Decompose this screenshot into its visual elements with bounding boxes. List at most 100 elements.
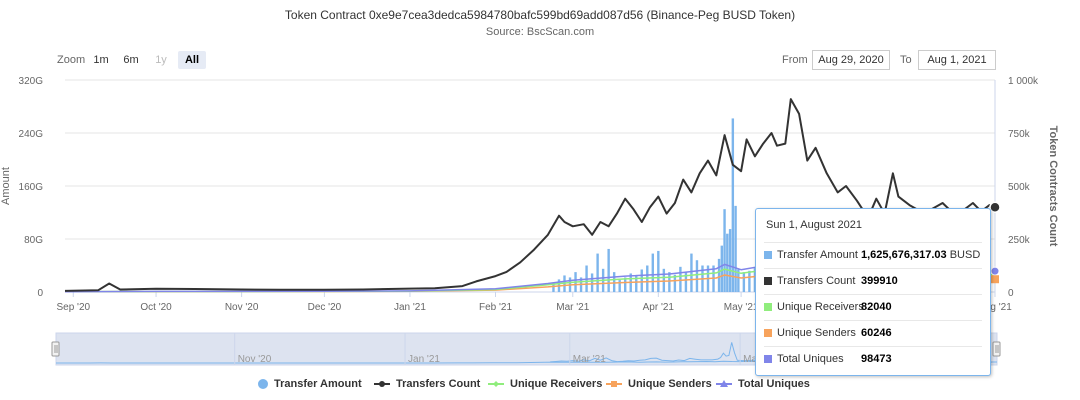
x-tick-label: Jan '21 xyxy=(394,302,426,313)
transfer-amount-bar xyxy=(640,269,643,292)
transfer-amount-bar xyxy=(753,268,757,292)
transfer-amount-bar xyxy=(684,272,688,292)
tooltip-series-value: 98473 xyxy=(861,353,892,365)
transfer-amount-bar xyxy=(596,253,599,292)
left-tick-label: 240G xyxy=(19,129,44,140)
tooltip-value-text: 1,625,676,317.03 xyxy=(861,249,947,261)
tooltip-swatch-icon xyxy=(764,303,772,311)
left-tick-label: 320G xyxy=(19,76,44,87)
tooltip-value-text: 399910 xyxy=(861,275,898,287)
right-axis: 0 250k 500k 750k 1 000k Token Contracts Count xyxy=(994,76,1059,299)
legend-label: Unique Senders xyxy=(628,378,712,390)
legend-unique-senders[interactable]: Unique Senders xyxy=(606,378,712,392)
transfer-amount-bar xyxy=(607,248,610,292)
transfer-amount-bar xyxy=(612,272,616,292)
zoom-6m-button[interactable]: 6m xyxy=(123,54,139,66)
legend-line-icon xyxy=(488,381,504,387)
transfer-amount-bar xyxy=(668,272,671,292)
x-tick-label: Sep '20 xyxy=(56,302,90,313)
tooltip-series-name: Unique Receivers xyxy=(777,301,864,313)
transfer-amount-bar xyxy=(731,118,735,292)
x-tick-label: Aug '21 xyxy=(978,302,1012,313)
transfer-amount-bar xyxy=(728,229,732,292)
tooltip-row: Total Uniques 98473 xyxy=(764,346,982,373)
zoom-1m-button[interactable]: 1m xyxy=(93,54,109,66)
from-date-input[interactable]: Aug 29, 2020 xyxy=(812,50,890,70)
series-line-transfers-count xyxy=(64,98,996,292)
right-tick-label: 750k xyxy=(1008,129,1031,140)
legend-transfers-count[interactable]: Transfers Count xyxy=(374,378,481,392)
zoom-all-button[interactable]: All xyxy=(178,51,206,69)
transfer-amount-bar xyxy=(552,282,555,292)
zoom-1y-button[interactable]: 1y xyxy=(155,54,167,66)
tooltip-series-value: 1,625,676,317.03 BUSD xyxy=(861,249,980,261)
total-uniques-marker xyxy=(990,266,1000,276)
left-tick-label: 80G xyxy=(24,235,43,246)
x-tick-label: Dec '20 xyxy=(308,302,342,313)
navigator-tick-label: Nov '20 xyxy=(238,354,272,365)
navigator-tick-label: Jan '21 xyxy=(408,354,440,365)
left-tick-label: 160G xyxy=(19,182,44,193)
transfer-amount-bar xyxy=(737,269,740,292)
legend-transfer-amount[interactable]: Transfer Amount xyxy=(258,378,362,392)
legend-label: Transfer Amount xyxy=(274,378,362,390)
right-axis-title: Token Contracts Count xyxy=(1047,126,1059,247)
transfer-amount-bar xyxy=(690,253,693,292)
x-tick-label: Feb '21 xyxy=(479,302,512,313)
tooltip-series-value: 60246 xyxy=(861,327,892,339)
chart-title: Token Contract 0xe9e7cea3dedca5984780baf… xyxy=(284,8,796,22)
x-tick-label: Mar '21 xyxy=(556,302,589,313)
legend-line-icon xyxy=(716,380,732,387)
tooltip-swatch-icon xyxy=(764,355,772,363)
tooltip-row: Unique Senders 60246 xyxy=(764,320,982,347)
transfer-amount-bar xyxy=(720,245,723,292)
x-tick-label: Nov '20 xyxy=(225,302,259,313)
transfer-amount-bar xyxy=(734,205,737,292)
to-label: To xyxy=(900,54,912,66)
x-tick-label: Oct '20 xyxy=(140,302,172,313)
tooltip-value-text: 82040 xyxy=(861,301,892,313)
tooltip-series-name: Unique Senders xyxy=(777,327,856,339)
transfer-amount-bar xyxy=(624,277,627,292)
navigator-tick-label: Mar '21 xyxy=(573,354,606,365)
transfer-amount-bar xyxy=(590,273,594,292)
transfers-count-marker xyxy=(989,201,1001,213)
tooltip-row: Transfers Count 399910 xyxy=(764,268,982,295)
legend-total-uniques[interactable]: Total Uniques xyxy=(716,378,810,392)
legend-label: Unique Receivers xyxy=(510,378,603,390)
transfer-amount-bar xyxy=(635,275,638,292)
legend-line-icon xyxy=(606,381,622,387)
transfer-amount-bar xyxy=(657,250,660,292)
tooltip-series-value: 82040 xyxy=(861,301,892,313)
transfer-amount-bar xyxy=(679,266,682,292)
left-tick-label: 0 xyxy=(37,288,43,299)
transfer-amount-bar xyxy=(726,233,729,292)
tooltip-series-name: Total Uniques xyxy=(777,353,844,365)
right-tick-label: 1 000k xyxy=(1008,76,1039,87)
left-axis: 0 80G 160G 240G 320G Amount xyxy=(0,76,43,299)
transfer-amount-bar xyxy=(742,272,746,292)
unique-senders-marker xyxy=(991,275,999,284)
tooltip-swatch-icon xyxy=(764,251,772,259)
tooltip-series-name: Transfers Count xyxy=(777,275,856,287)
legend-line-icon xyxy=(374,381,390,387)
tooltip-header: Sun 1, August 2021 xyxy=(766,219,863,231)
transfer-amount-bar xyxy=(662,268,666,292)
right-tick-label: 500k xyxy=(1008,182,1031,193)
to-date-input[interactable]: Aug 1, 2021 xyxy=(918,50,996,70)
transfer-amount-bar xyxy=(651,253,655,292)
transfer-amount-bar xyxy=(717,258,721,292)
legend-unique-receivers[interactable]: Unique Receivers xyxy=(488,378,602,392)
zoom-label: Zoom xyxy=(57,54,86,66)
chart-subtitle: Source: BscScan.com xyxy=(485,26,595,38)
transfer-amount-bar xyxy=(618,280,621,292)
left-axis-title: Amount xyxy=(0,167,12,205)
x-tick-label: Apr '21 xyxy=(643,302,675,313)
legend-label: Transfers Count xyxy=(396,378,481,390)
tooltip-series-value: 399910 xyxy=(861,275,898,287)
right-tick-label: 250k xyxy=(1008,235,1031,246)
tooltip: Sun 1, August 2021 Transfer Amount 1,625,… xyxy=(755,208,991,376)
right-tick-label: 0 xyxy=(1008,288,1014,299)
x-tick-label: May '21 xyxy=(724,302,759,313)
legend-circle-icon xyxy=(258,379,268,389)
